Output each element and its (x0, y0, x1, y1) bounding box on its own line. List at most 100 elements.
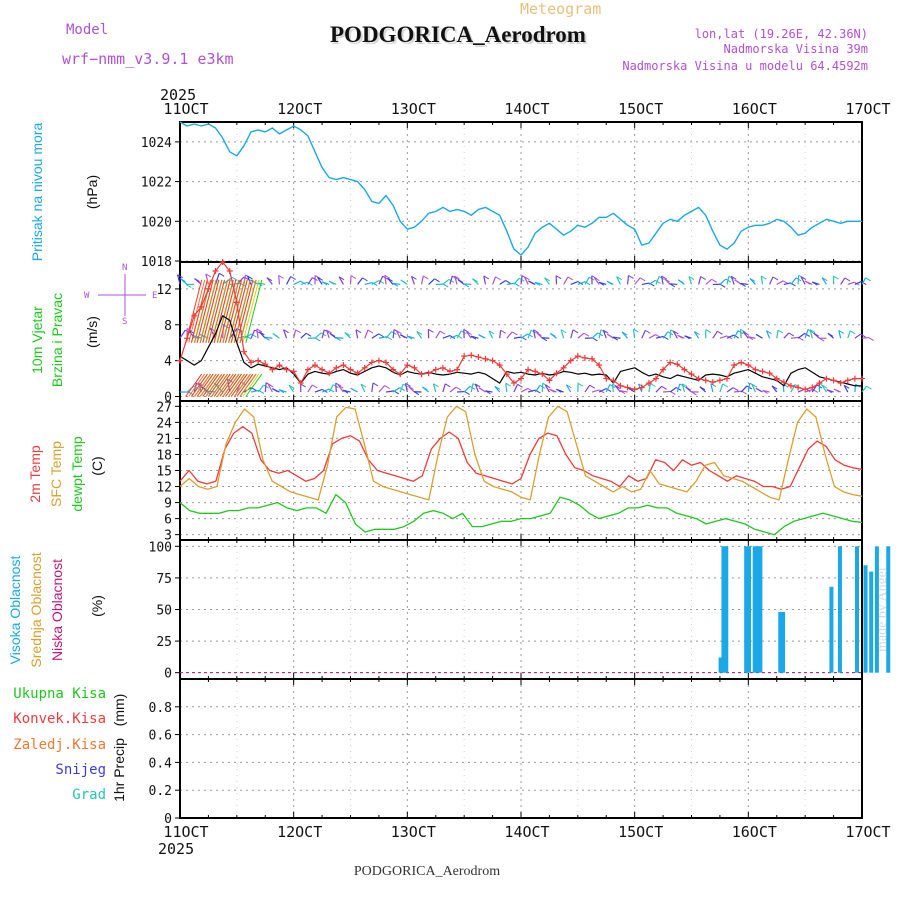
wind-barb (205, 273, 209, 285)
x-axis-top-labels: 11OCT 12OCT 13OCT 14OCT 15OCT 16OCT 17OCT (163, 100, 890, 118)
wind-barb-strong (188, 279, 206, 343)
wind-barb-strong (239, 279, 257, 343)
wind-gust-marker (674, 361, 681, 368)
wind-barb (442, 383, 446, 393)
wind-barb (560, 329, 565, 339)
wind-barb-flag (185, 283, 192, 288)
wind-barb (804, 388, 813, 393)
wind-barb-flag (742, 331, 749, 335)
wind-barb-flag (762, 390, 768, 394)
wind-gust-marker (368, 359, 375, 366)
cloud-high-bar (718, 657, 723, 673)
station-title-shadow: PODGORICA_Aerodrom (332, 24, 588, 49)
wind-barb-flag (350, 275, 357, 280)
wind-barb (385, 331, 392, 339)
x-tick-label-bottom: 16OCT (732, 823, 777, 841)
wind-barb-flag (428, 328, 434, 333)
wind-gust-marker (361, 364, 368, 371)
x-axis-bottom-labels: 11OCT 12OCT 13OCT 14OCT 15OCT 16OCT 17OCT (163, 823, 890, 841)
wind-gust-marker (716, 377, 723, 384)
wind-barb (669, 329, 672, 339)
wind-barb-flag (865, 277, 871, 282)
wind-barb (264, 336, 273, 339)
wind-barb-flag (731, 275, 737, 280)
wind-barb-strong (188, 373, 206, 397)
wind-barb-flag (771, 385, 778, 390)
wind-barb-flag (741, 390, 747, 395)
wind-barb-strong (185, 279, 203, 343)
wind-barb-strong (222, 373, 240, 397)
wind-barb (442, 278, 450, 285)
wind-gust-marker (454, 366, 461, 373)
wind-barb (474, 383, 479, 393)
wind-barb-strong (233, 373, 251, 397)
wind-barb (506, 331, 513, 339)
wind-barb (420, 275, 424, 285)
wind-ylabel: 10m Vjetar (29, 306, 45, 374)
wind-gust-marker (752, 366, 759, 373)
pressure-line (179, 121, 862, 256)
wind-barb-flag (317, 276, 323, 281)
wind-barb-flag (827, 332, 834, 337)
wind-barb (847, 281, 855, 285)
wind-barb (307, 277, 313, 285)
wind-gust-marker (205, 285, 212, 292)
x-tick-label-top: 16OCT (732, 100, 777, 118)
wind-barb (655, 335, 664, 339)
wind-barb-flag (177, 274, 183, 279)
wind-gust-marker (354, 370, 361, 377)
wind-barb (456, 330, 462, 339)
wind-barb (626, 275, 630, 285)
wind-barb-strong (199, 279, 217, 343)
wind-gust-marker (745, 362, 752, 369)
wind-gust-marker (731, 362, 738, 369)
y-tick-label: 0 (164, 667, 172, 682)
temp-dewpt-label: dewpt Temp (69, 436, 85, 511)
wind-barb-flag (495, 276, 501, 281)
x-tick-label-bottom: 15OCT (618, 823, 663, 841)
wind-barb-flag (691, 391, 697, 396)
wind-barb (300, 332, 307, 339)
wind-barb-flag (478, 334, 484, 339)
wind-barb (811, 384, 818, 393)
wind-barb-flag (740, 328, 746, 333)
wind-barb-flag (193, 385, 200, 390)
wind-barb-flag (335, 337, 341, 342)
wind-barb-flag (606, 280, 613, 285)
wind-barb-flag (534, 282, 541, 286)
wind-barb-flag (844, 277, 851, 282)
cloud-high-bar (829, 586, 834, 673)
y-tick-label: 15 (156, 465, 172, 480)
wind-gust-marker (539, 371, 546, 378)
wind-barb (378, 275, 384, 285)
wind-barb (712, 330, 718, 339)
wind-barb (662, 331, 669, 339)
wind-barb (520, 387, 529, 393)
wind-barb-strong (202, 279, 220, 343)
wind-barb (591, 389, 600, 393)
wind-barb (256, 328, 259, 339)
wind-barb (371, 333, 380, 339)
wind-barb-flag (544, 384, 551, 389)
x-tick-label-top: 14OCT (504, 100, 549, 118)
wind-barb (492, 276, 497, 285)
temp-unit: (C) (89, 456, 105, 475)
wind-barb-flag (423, 275, 429, 280)
station-title: PODGORICA_Aerodrom (330, 22, 586, 47)
wind-barb-strong (225, 373, 242, 397)
year-top: 2025 (160, 86, 196, 104)
wind-barb (360, 383, 366, 393)
wind-barb (693, 331, 700, 339)
wind-barb-flag (705, 329, 712, 333)
wind-barb (681, 383, 685, 393)
wind-barb (809, 329, 813, 339)
wind-barb (854, 333, 861, 339)
wind-barb (266, 277, 273, 285)
wind-barb-flag (232, 276, 238, 281)
wind-barb-flag (505, 382, 511, 387)
wind-barb-flag (278, 274, 284, 279)
precip-ylabel: 1hr Precip (111, 738, 127, 802)
wind-gust-marker (375, 357, 382, 364)
wind-barb (861, 385, 867, 393)
wind-barb-flag (500, 329, 506, 334)
